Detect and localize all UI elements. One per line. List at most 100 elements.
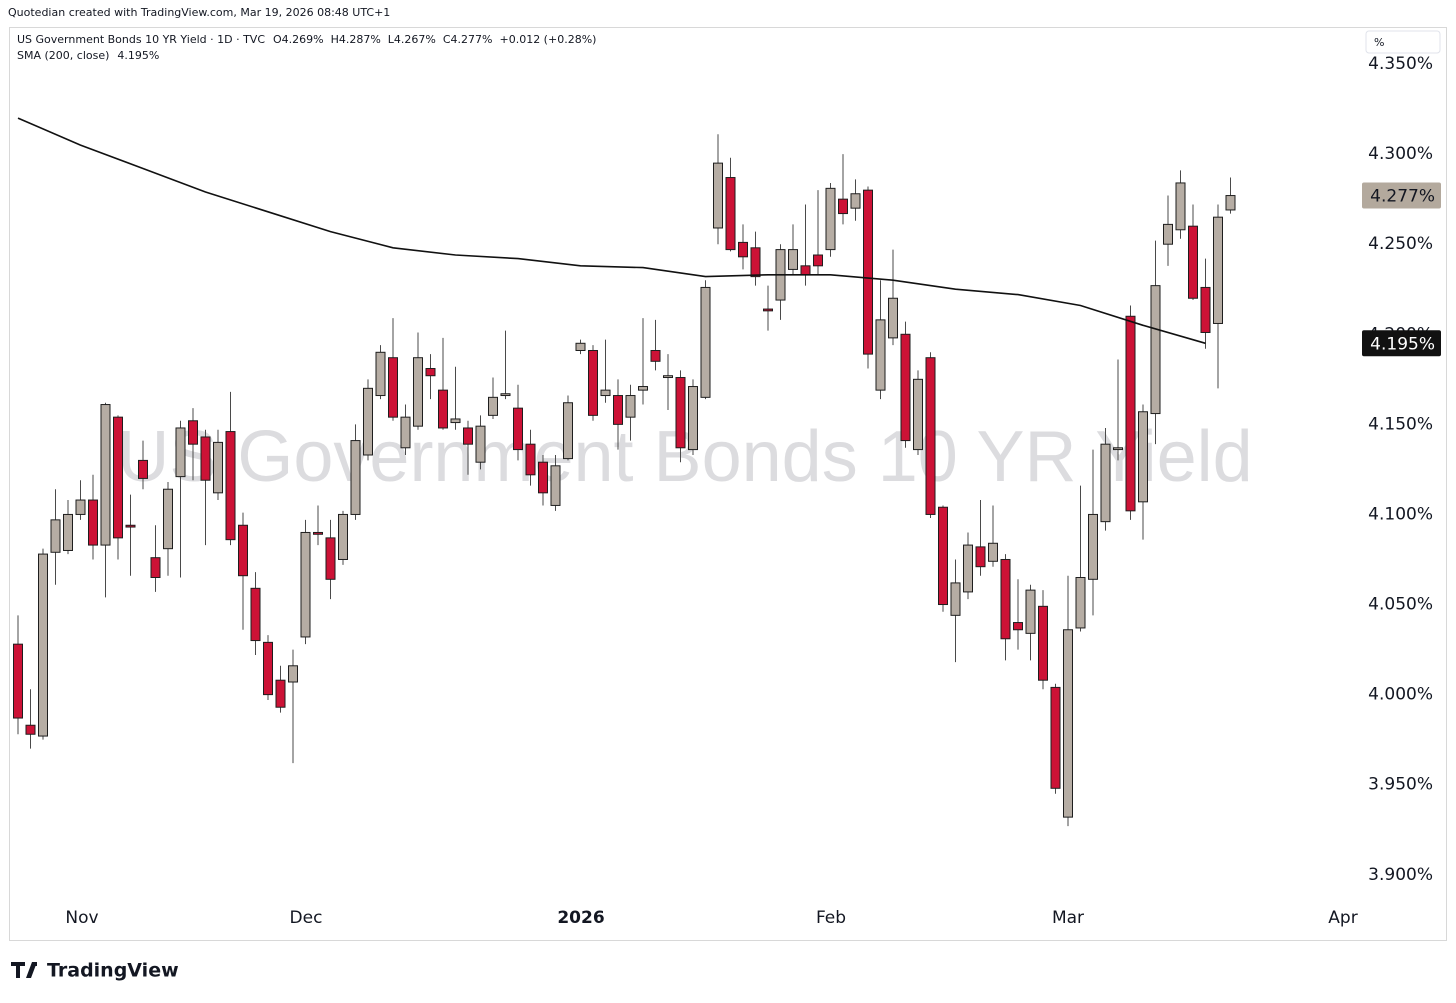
candle-body (513, 407, 523, 451)
y-tick-label: 3.900% (1368, 865, 1433, 885)
sma-badge (1362, 330, 1441, 357)
scale-button-label[interactable]: % (1374, 36, 1384, 49)
candle-body (1188, 225, 1198, 299)
y-tick-label: 4.000% (1368, 685, 1433, 705)
candle-body (225, 431, 236, 541)
candle-body (738, 241, 748, 258)
candle-body (25, 724, 36, 735)
candle-body (163, 488, 173, 550)
y-tick-label: 4.300% (1368, 144, 1433, 164)
x-tick-label: Feb (816, 908, 846, 928)
candle-body (1200, 286, 1211, 333)
y-tick-label: 4.350% (1368, 54, 1433, 74)
candle-body (763, 308, 773, 312)
candle-body (613, 395, 623, 425)
candle-body (75, 499, 86, 515)
candle-body (188, 420, 198, 445)
candle-body (338, 513, 348, 560)
candle-body (400, 416, 411, 449)
candle-body (388, 357, 398, 418)
candle-body (1125, 315, 1136, 512)
y-tick-label: 4.050% (1368, 595, 1433, 615)
candle-body (675, 377, 686, 449)
y-tick-label: 3.950% (1368, 775, 1433, 795)
candle-body (1000, 558, 1011, 640)
candle-body (213, 441, 223, 494)
candle-body (1013, 622, 1023, 631)
candle-body (713, 162, 723, 229)
candle-body (888, 297, 898, 339)
candle-body (1225, 195, 1236, 211)
y-tick-label: 4.150% (1368, 414, 1433, 434)
brand: TradingView (47, 960, 179, 982)
candle-body (725, 177, 736, 251)
candle-body (950, 582, 961, 616)
candle-body (688, 386, 698, 451)
sma-legend-value: 4.195% (117, 49, 159, 62)
candle-body (100, 404, 111, 546)
candle-body (150, 557, 161, 579)
candle-body (538, 461, 548, 494)
candle-body (1150, 285, 1161, 415)
candle-body (13, 643, 23, 719)
candle-body (600, 389, 611, 397)
candle-body (638, 386, 648, 391)
candle-body (1175, 182, 1186, 231)
candle-body (913, 378, 923, 451)
candle-body (275, 679, 286, 708)
candle-body (788, 249, 798, 270)
candle-body (463, 427, 473, 445)
candle-body (800, 265, 811, 276)
candle-body (563, 402, 573, 460)
candle-body (550, 465, 561, 506)
candle-body (963, 544, 973, 593)
price-badge-label: 4.277% (1370, 187, 1435, 207)
candle-body (438, 389, 448, 429)
candle-body (450, 418, 461, 424)
candle-body (1063, 629, 1073, 818)
candle-body (1050, 686, 1061, 789)
candle-body (825, 187, 836, 251)
ohlc-readout: O4.269% H4.287% L4.267% C4.277% +0.012 (… (273, 33, 596, 46)
candle-body (575, 342, 586, 351)
candle-body (975, 546, 986, 568)
candle-body (1025, 589, 1036, 634)
candle-body (63, 513, 73, 551)
candle-body (138, 459, 148, 479)
candle-body (500, 393, 511, 397)
candle-body (263, 641, 273, 696)
y-tick-label: 4.250% (1368, 234, 1433, 254)
sma-badge-label: 4.195% (1370, 334, 1435, 354)
candle-body (488, 396, 498, 416)
candle-body (1138, 411, 1148, 503)
symbol-line: US Government Bonds 10 YR Yield · 1D · T… (17, 33, 265, 46)
candle-body (625, 395, 636, 418)
candle-body (113, 416, 123, 539)
candle-body (988, 542, 998, 562)
sma-line (17, 117, 1206, 345)
candle-body (1088, 513, 1098, 580)
candle-body (250, 587, 261, 642)
candle-body (300, 531, 311, 638)
candle-body (1213, 216, 1223, 324)
candle-body (663, 375, 673, 379)
brand-logo: TradingView (11, 960, 179, 982)
x-tick-label: Dec (290, 908, 323, 928)
candle-body (50, 519, 61, 553)
sma-legend: SMA (200, close) (17, 49, 109, 62)
scale-button[interactable] (1365, 30, 1441, 54)
candle-body (938, 506, 948, 606)
candle-body (1163, 223, 1173, 245)
candle-body (38, 553, 48, 737)
candle-body (750, 247, 761, 278)
candle-body (88, 499, 98, 546)
candle-body (413, 357, 423, 427)
candle-body (325, 537, 336, 580)
y-tick-label: 4.100% (1368, 504, 1433, 524)
candle-body (925, 357, 936, 515)
candle-body (813, 254, 823, 267)
x-tick-label: Nov (65, 908, 98, 928)
candle-body (425, 368, 436, 377)
